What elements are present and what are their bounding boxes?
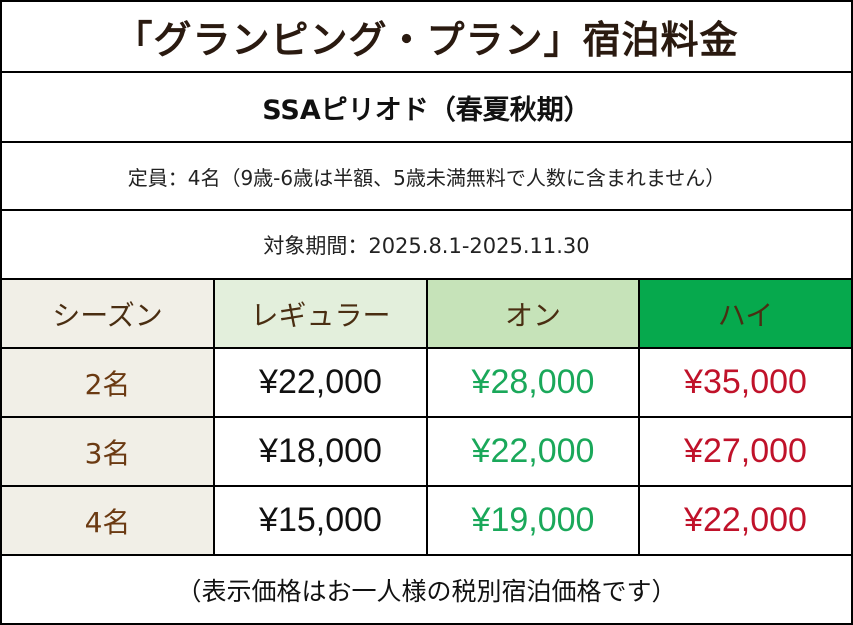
on-price-cell: ¥19,000 — [428, 487, 640, 556]
regular-price-cell: ¥15,000 — [215, 487, 428, 556]
high-price-cell: ¥35,000 — [640, 349, 851, 418]
tax-note: （表示価格はお一人様の税別宿泊価格です） — [176, 576, 677, 606]
target-period: 対象期間：2025.8.1-2025.11.30 — [2, 211, 851, 280]
on-price-cell: ¥22,000 — [428, 418, 640, 487]
header-on: オン — [428, 280, 640, 349]
period-subtitle: SSAピリオド（春夏秋期） — [2, 73, 851, 143]
capacity-note: 定員：4名（9歳-6歳は半額、5歳未満無料で人数に含まれません） — [2, 143, 851, 211]
guest-count-cell: 2名 — [2, 349, 215, 418]
guest-count-cell: 3名 — [2, 418, 215, 487]
header-season: シーズン — [2, 280, 215, 349]
header-high: ハイ — [640, 280, 851, 349]
high-price-cell: ¥27,000 — [640, 418, 851, 487]
header-regular: レギュラー — [215, 280, 428, 349]
guest-count-cell: 4名 — [2, 487, 215, 556]
regular-price-cell: ¥18,000 — [215, 418, 428, 487]
on-price-cell: ¥28,000 — [428, 349, 640, 418]
rate-table: シーズン レギュラー オン ハイ 2名 ¥22,000 ¥28,000 ¥35,… — [2, 280, 851, 556]
page-title: 「グランピング・プラン」宿泊料金 — [2, 2, 851, 73]
regular-price-cell: ¥22,000 — [215, 349, 428, 418]
high-price-cell: ¥22,000 — [640, 487, 851, 556]
